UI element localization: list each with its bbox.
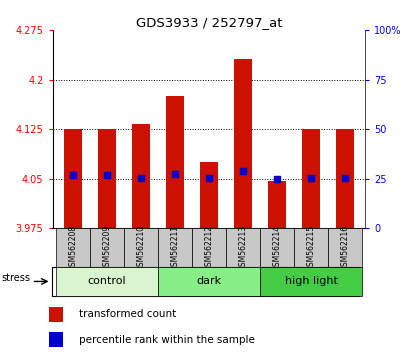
Text: GSM562214: GSM562214 <box>273 225 281 271</box>
Bar <box>158 267 260 296</box>
Bar <box>97 129 116 228</box>
Text: percentile rank within the sample: percentile rank within the sample <box>79 335 255 345</box>
Bar <box>328 228 362 267</box>
Bar <box>260 228 294 267</box>
Title: GDS3933 / 252797_at: GDS3933 / 252797_at <box>136 16 282 29</box>
Text: GSM562212: GSM562212 <box>205 225 213 271</box>
Text: stress: stress <box>1 273 30 283</box>
Text: GSM562210: GSM562210 <box>136 225 145 271</box>
Text: GSM562215: GSM562215 <box>307 225 315 271</box>
Point <box>70 173 76 178</box>
Point <box>239 168 246 174</box>
Bar <box>260 267 362 296</box>
Point <box>172 171 178 177</box>
Text: GSM562208: GSM562208 <box>68 225 77 271</box>
Bar <box>165 96 184 228</box>
Bar <box>192 228 226 267</box>
Bar <box>56 267 158 296</box>
Bar <box>336 129 354 228</box>
Point <box>138 175 144 181</box>
Text: dark: dark <box>197 276 221 286</box>
Bar <box>131 124 150 228</box>
Point <box>273 176 280 182</box>
Point <box>104 173 110 178</box>
Bar <box>268 181 286 228</box>
Bar <box>158 228 192 267</box>
Bar <box>90 228 124 267</box>
Text: GSM562209: GSM562209 <box>102 225 111 271</box>
Text: GSM562211: GSM562211 <box>171 225 179 271</box>
Bar <box>63 129 82 228</box>
Text: GSM562216: GSM562216 <box>341 225 349 271</box>
Point <box>341 175 348 181</box>
Bar <box>294 228 328 267</box>
Text: high light: high light <box>284 276 337 286</box>
Bar <box>226 228 260 267</box>
Text: transformed count: transformed count <box>79 309 176 320</box>
Point <box>206 175 212 181</box>
Bar <box>56 228 90 267</box>
Text: control: control <box>88 276 126 286</box>
Bar <box>302 129 320 228</box>
Bar <box>234 58 252 228</box>
Bar <box>200 162 218 228</box>
Point <box>307 175 314 181</box>
Bar <box>124 228 158 267</box>
Text: GSM562213: GSM562213 <box>239 225 247 271</box>
Bar <box>50 332 63 347</box>
Bar <box>50 307 63 322</box>
